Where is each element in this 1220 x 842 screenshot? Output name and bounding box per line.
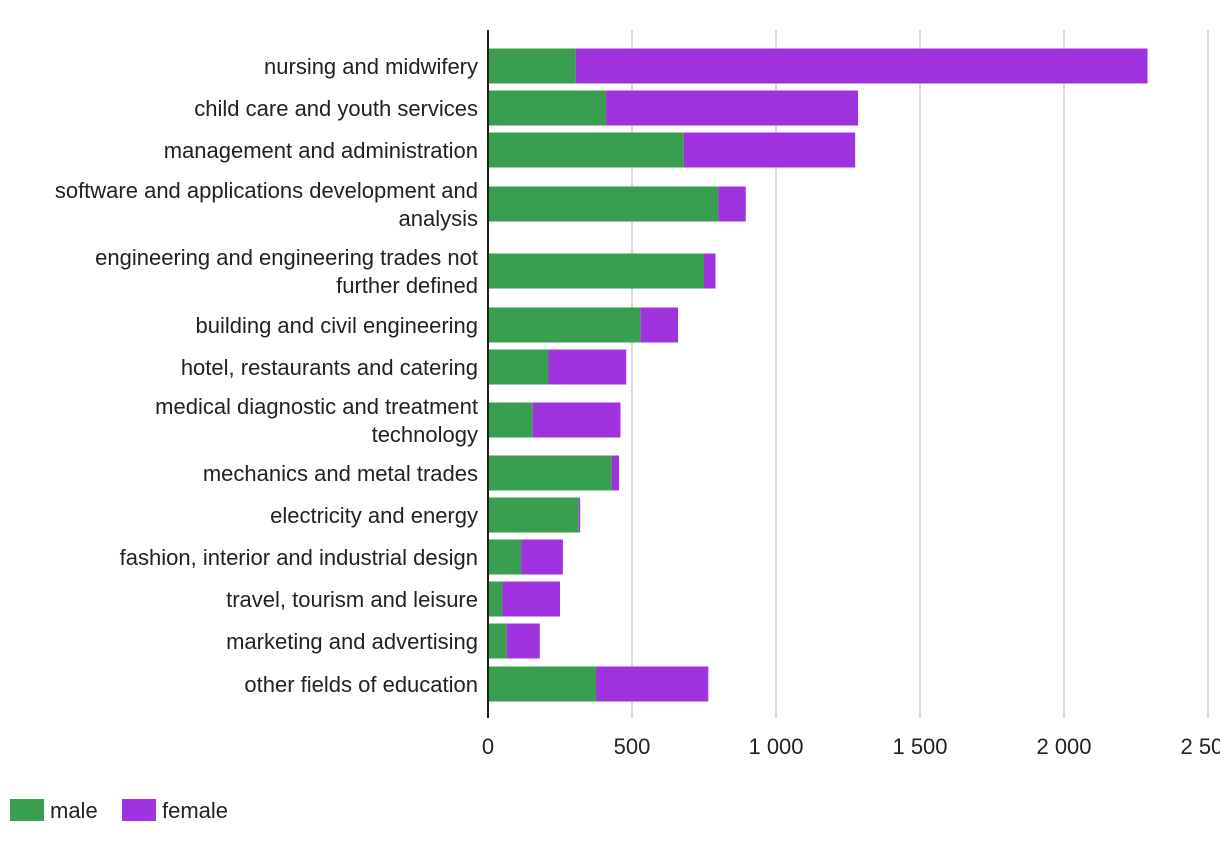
category-label-line: mechanics and metal trades — [203, 461, 478, 486]
bar-female-9 — [578, 497, 581, 533]
category-label-9: electricity and energy — [270, 503, 478, 528]
category-label-13: other fields of education — [244, 672, 478, 697]
bar-male-7 — [488, 402, 533, 438]
bar-female-10 — [521, 539, 563, 575]
x-tick-label-1000: 1 000 — [748, 734, 803, 759]
category-label-4: engineering and engineering trades not fu… — [95, 245, 478, 298]
category-label-line: analysis — [399, 206, 478, 231]
category-label-line: software and applications development an… — [55, 178, 478, 203]
category-label-12: marketing and advertising — [226, 629, 478, 654]
category-label-6: hotel, restaurants and catering — [181, 355, 478, 380]
bar-female-5 — [640, 307, 679, 343]
bars — [488, 48, 1148, 702]
bar-female-8 — [611, 455, 620, 491]
category-label-7: medical diagnostic and treatment technolo… — [155, 394, 478, 447]
bar-male-8 — [488, 455, 612, 491]
bar-male-12 — [488, 623, 507, 659]
category-label-10: fashion, interior and industrial design — [120, 545, 478, 570]
bar-male-10 — [488, 539, 522, 575]
x-tick-label-500: 500 — [614, 734, 651, 759]
category-label-line: nursing and midwifery — [264, 54, 478, 79]
bar-male-9 — [488, 497, 579, 533]
category-label-line: fashion, interior and industrial design — [120, 545, 478, 570]
bar-male-6 — [488, 349, 549, 385]
bar-female-0 — [575, 48, 1148, 84]
x-tick-labels: 0 500 1 000 1 500 2 000 2 500 — [482, 734, 1220, 759]
legend-swatch-male — [10, 799, 44, 821]
category-label-line: engineering and engineering trades not — [95, 245, 478, 270]
category-label-line: other fields of education — [244, 672, 478, 697]
category-label-line: management and administration — [164, 138, 478, 163]
bar-female-7 — [532, 402, 621, 438]
category-label-line: building and civil engineering — [195, 313, 478, 338]
bar-male-4 — [488, 253, 704, 289]
category-label-2: management and administration — [164, 138, 478, 163]
bar-male-1 — [488, 90, 607, 126]
bar-female-12 — [506, 623, 540, 659]
legend-swatch-female — [122, 799, 156, 821]
x-tick-label-2500: 2 500 — [1180, 734, 1220, 759]
bar-female-6 — [548, 349, 627, 385]
category-label-line: travel, tourism and leisure — [226, 587, 478, 612]
category-labels: nursing and midwifery child care and yout… — [55, 54, 478, 697]
bar-male-0 — [488, 48, 576, 84]
bar-male-2 — [488, 132, 684, 168]
bar-male-5 — [488, 307, 641, 343]
category-label-line: further defined — [336, 273, 478, 298]
category-label-line: child care and youth services — [194, 96, 478, 121]
bar-female-13 — [596, 666, 709, 702]
bar-female-2 — [683, 132, 856, 168]
bar-female-3 — [718, 186, 746, 222]
legend: male female — [10, 798, 228, 823]
category-label-line: technology — [372, 422, 478, 447]
category-label-5: building and civil engineering — [195, 313, 478, 338]
category-label-line: marketing and advertising — [226, 629, 478, 654]
legend-label-female: female — [162, 798, 228, 823]
bar-female-11 — [502, 581, 560, 617]
category-label-1: child care and youth services — [194, 96, 478, 121]
bar-male-3 — [488, 186, 719, 222]
x-tick-label-0: 0 — [482, 734, 494, 759]
x-tick-label-1500: 1 500 — [892, 734, 947, 759]
bar-male-13 — [488, 666, 596, 702]
category-label-line: electricity and energy — [270, 503, 478, 528]
category-label-line: medical diagnostic and treatment — [155, 394, 478, 419]
bar-female-4 — [704, 253, 716, 289]
legend-label-male: male — [50, 798, 98, 823]
x-tick-label-2000: 2 000 — [1036, 734, 1091, 759]
category-label-11: travel, tourism and leisure — [226, 587, 478, 612]
bar-female-1 — [606, 90, 859, 126]
category-label-8: mechanics and metal trades — [203, 461, 478, 486]
bar-male-11 — [488, 581, 503, 617]
category-label-3: software and applications development an… — [55, 178, 478, 231]
category-label-line: hotel, restaurants and catering — [181, 355, 478, 380]
category-label-0: nursing and midwifery — [264, 54, 478, 79]
